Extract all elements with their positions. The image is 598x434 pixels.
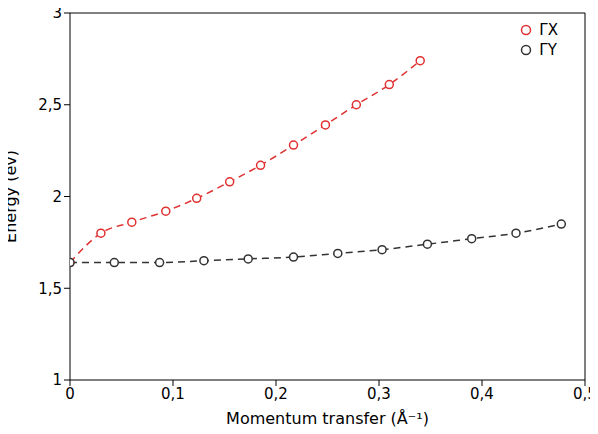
- svg-text:0: 0: [65, 385, 75, 403]
- svg-text:Momentum transfer (Å⁻¹): Momentum transfer (Å⁻¹): [226, 409, 429, 428]
- svg-text:2: 2: [52, 188, 62, 206]
- svg-text:Energy (ev): Energy (ev): [8, 150, 20, 243]
- svg-text:0,2: 0,2: [264, 385, 288, 403]
- svg-text:2,5: 2,5: [38, 96, 62, 114]
- svg-text:1,5: 1,5: [38, 280, 62, 298]
- svg-text:0,5: 0,5: [573, 385, 590, 403]
- svg-text:3: 3: [52, 8, 62, 22]
- svg-text:0,4: 0,4: [470, 385, 494, 403]
- svg-text:1: 1: [52, 371, 62, 389]
- svg-text:0,1: 0,1: [161, 385, 185, 403]
- svg-text:0,3: 0,3: [367, 385, 391, 403]
- html-text:ΓX: ΓX: [539, 21, 558, 39]
- html-text:ΓY: ΓY: [539, 41, 557, 59]
